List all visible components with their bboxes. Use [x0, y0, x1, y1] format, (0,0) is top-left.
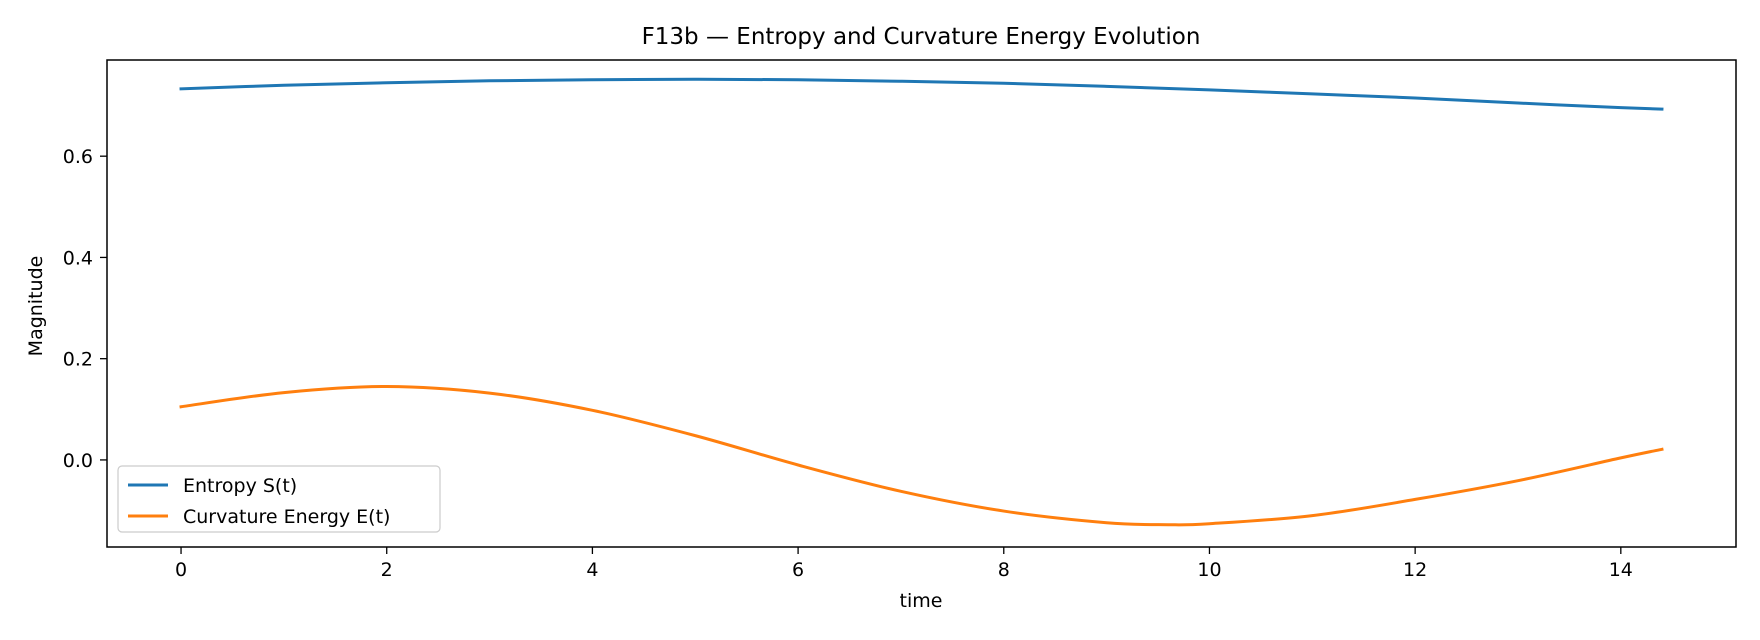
y-tick-label: 0.2: [63, 349, 93, 371]
chart-title: F13b — Entropy and Curvature Energy Evol…: [642, 24, 1201, 50]
x-axis-label: time: [900, 590, 943, 612]
legend-label-1: Curvature Energy E(t): [183, 506, 390, 528]
plot-frame: [106, 59, 1737, 548]
x-tick-label: 6: [792, 559, 804, 581]
y-tick-label: 0.4: [63, 247, 93, 269]
x-tick-label: 2: [381, 559, 393, 581]
x-tick-label: 8: [998, 559, 1010, 581]
y-tick-label: 0.6: [63, 146, 93, 168]
x-tick-label: 12: [1403, 559, 1427, 581]
series-line-1: [179, 385, 1664, 527]
x-tick-label: 10: [1197, 559, 1221, 581]
y-tick-label: 0.0: [63, 450, 93, 472]
x-tick-label: 4: [586, 559, 598, 581]
plot-area: 0 2 4 6 8 10 12 14 0.0 0.2 0.4 0.6 Entropy S(t) Curva…: [63, 59, 1737, 581]
x-tick-label: 0: [175, 559, 187, 581]
y-axis-label: Magnitude: [25, 256, 47, 357]
legend-box: [117, 465, 441, 533]
series-line-0: [179, 77, 1664, 111]
legend-label-0: Entropy S(t): [183, 475, 297, 497]
x-tick-label: 14: [1609, 559, 1633, 581]
